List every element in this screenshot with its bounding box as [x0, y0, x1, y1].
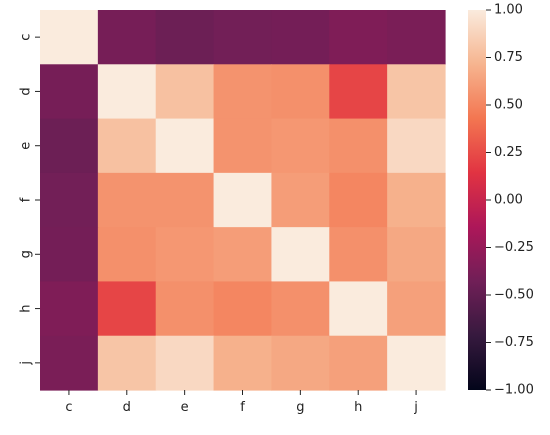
heatmap-cell-c-h	[329, 10, 388, 65]
x-tick-label: d	[123, 400, 131, 415]
y-tick-label: d	[19, 87, 34, 95]
heatmap-cell-h-g	[271, 281, 330, 337]
heatmap-cell-j-e	[155, 335, 215, 391]
heatmap-cell-g-j	[387, 227, 446, 283]
colorbar-tick-label: 1.00	[494, 3, 523, 18]
heatmap-cell-e-e	[155, 118, 215, 174]
heatmap-cell-h-d	[97, 281, 157, 337]
y-tick-label: j	[19, 361, 34, 366]
colorbar-tick-label: −0.25	[494, 240, 534, 255]
heatmap-cells	[40, 10, 446, 391]
heatmap-cell-g-h	[329, 227, 388, 283]
heatmap-cell-h-c	[40, 281, 99, 337]
heatmap-cell-f-j	[387, 172, 446, 228]
heatmap-cell-c-g	[271, 10, 330, 65]
x-tick-label: h	[354, 400, 362, 415]
heatmap-cell-c-f	[213, 10, 273, 65]
heatmap-cell-g-c	[40, 227, 99, 283]
heatmap-cell-d-h	[329, 64, 388, 120]
heatmap-cell-e-g	[271, 118, 330, 174]
x-tick-label: f	[240, 400, 245, 415]
colorbar-tick-label: −0.50	[494, 288, 534, 303]
heatmap-cell-c-c	[40, 10, 99, 65]
heatmap-cell-h-f	[213, 281, 273, 337]
heatmap-cell-c-d	[97, 10, 157, 65]
heatmap-cell-g-e	[155, 227, 215, 283]
y-tick-label: c	[19, 34, 34, 41]
heatmap-cell-e-h	[329, 118, 388, 174]
colorbar: 1.00 0.75 0.50 0.25 0.00 −0.25 −0.50 −0.75 −1.00	[468, 3, 534, 398]
heatmap-cell-g-f	[213, 227, 273, 283]
heatmap-cell-e-d	[97, 118, 157, 174]
x-tick-label: g	[296, 400, 304, 415]
heatmap-cell-j-c	[40, 335, 99, 391]
colorbar-tick-label: 0.75	[494, 50, 523, 65]
heatmap-cell-d-f	[213, 64, 273, 120]
heatmap-cell-c-j	[387, 10, 446, 65]
colorbar-tick-label: 0.25	[494, 145, 523, 160]
y-tick-label: g	[19, 250, 34, 258]
heatmap-cell-j-f	[213, 335, 273, 391]
heatmap-cell-g-d	[97, 227, 157, 283]
y-tick-label: h	[19, 304, 34, 312]
colorbar-gradient	[468, 10, 486, 390]
heatmap-cell-d-c	[40, 64, 99, 120]
heatmap-cell-g-g	[271, 227, 330, 283]
heatmap-cell-d-j	[387, 64, 446, 120]
heatmap-cell-d-e	[155, 64, 215, 120]
y-axis: c d e f g h j	[19, 34, 40, 366]
heatmap-cell-h-e	[155, 281, 215, 337]
heatmap-cell-j-d	[97, 335, 157, 391]
x-tick-label: j	[413, 400, 418, 415]
heatmap-cell-f-f	[213, 172, 273, 228]
y-tick-label: f	[19, 197, 34, 202]
heatmap-cell-c-e	[155, 10, 215, 65]
heatmap-cell-j-j	[387, 335, 446, 391]
heatmap-cell-h-h	[329, 281, 388, 337]
heatmap-cell-j-g	[271, 335, 330, 391]
heatmap-cell-f-d	[97, 172, 157, 228]
x-tick-label: c	[65, 400, 72, 415]
heatmap-cell-h-j	[387, 281, 446, 337]
colorbar-tick-label: 0.50	[494, 98, 523, 113]
x-tick-label: e	[181, 400, 189, 415]
heatmap-cell-f-e	[155, 172, 215, 228]
heatmap-cell-e-c	[40, 118, 99, 174]
colorbar-tick-label: 0.00	[494, 193, 523, 208]
colorbar-tick-label: −1.00	[494, 383, 534, 398]
heatmap-cell-f-h	[329, 172, 388, 228]
heatmap-cell-e-j	[387, 118, 446, 174]
heatmap-cell-j-h	[329, 335, 388, 391]
colorbar-tick-label: −0.75	[494, 335, 534, 350]
heatmap-cell-d-g	[271, 64, 330, 120]
heatmap-cell-f-c	[40, 172, 99, 228]
heatmap-cell-d-d	[97, 64, 157, 120]
heatmap-cell-e-f	[213, 118, 273, 174]
heatmap-cell-f-g	[271, 172, 330, 228]
y-tick-label: e	[19, 142, 34, 150]
